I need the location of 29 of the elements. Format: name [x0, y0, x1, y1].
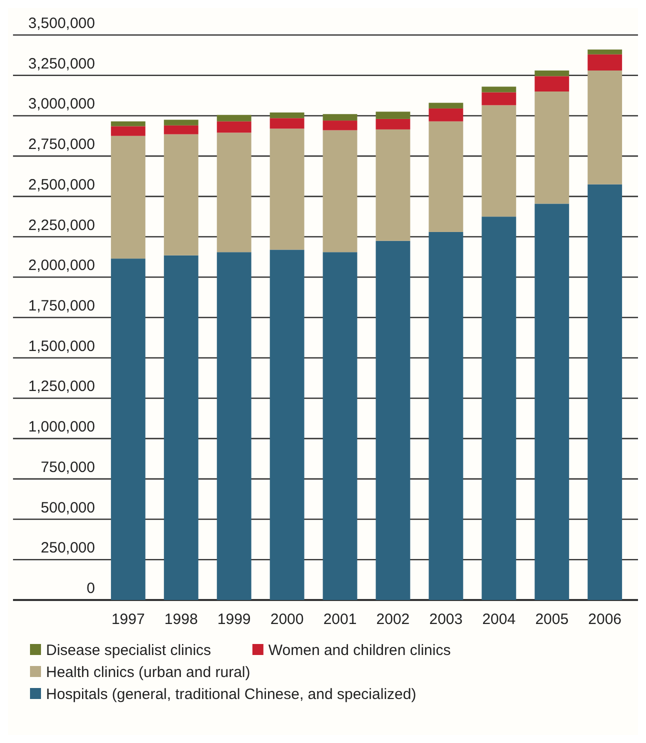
x-tick-label: 2000: [270, 611, 304, 628]
x-tick-label: 2001: [323, 611, 357, 628]
x-tick-label: 1999: [217, 611, 251, 628]
y-tick-label: 1,500,000: [28, 338, 95, 355]
y-tick-label: 250,000: [40, 540, 95, 557]
x-tick-label: 2003: [429, 611, 463, 628]
x-tick-label: 2006: [588, 611, 622, 628]
y-tick-label: 2,500,000: [28, 176, 95, 194]
y-tick-label: 750,000: [40, 458, 95, 476]
y-tick-label: 3,500,000: [28, 15, 95, 32]
y-tick-label: 1,750,000: [28, 298, 95, 314]
x-tick-label: 2002: [376, 611, 410, 628]
y-tick-label: 3,250,000: [28, 55, 95, 72]
y-tick-label: 1,250,000: [28, 378, 95, 396]
x-tick-label: 1997: [111, 611, 145, 628]
y-tick-label: 2,250,000: [28, 216, 95, 234]
x-tick-label: 2005: [535, 611, 569, 628]
y-tick-label: 3,000,000: [28, 96, 95, 113]
legend-label: Hospitals (general, traditional Chinese, and specialized): [46, 686, 416, 703]
y-tick-label: 2,000,000: [28, 257, 95, 274]
legend-label: Disease specialist clinics: [46, 642, 212, 659]
x-tick-label: 2004: [482, 611, 516, 628]
x-tick-label: 1998: [164, 611, 198, 628]
legend-label: Health clinics (urban and rural): [46, 664, 250, 681]
y-tick-label: 2,750,000: [28, 136, 95, 154]
y-tick-label: 0: [86, 580, 95, 597]
y-tick-label: 1,000,000: [28, 418, 95, 436]
y-tick-label: 500,000: [40, 499, 95, 516]
legend-label: Women and children clinics: [268, 642, 451, 659]
